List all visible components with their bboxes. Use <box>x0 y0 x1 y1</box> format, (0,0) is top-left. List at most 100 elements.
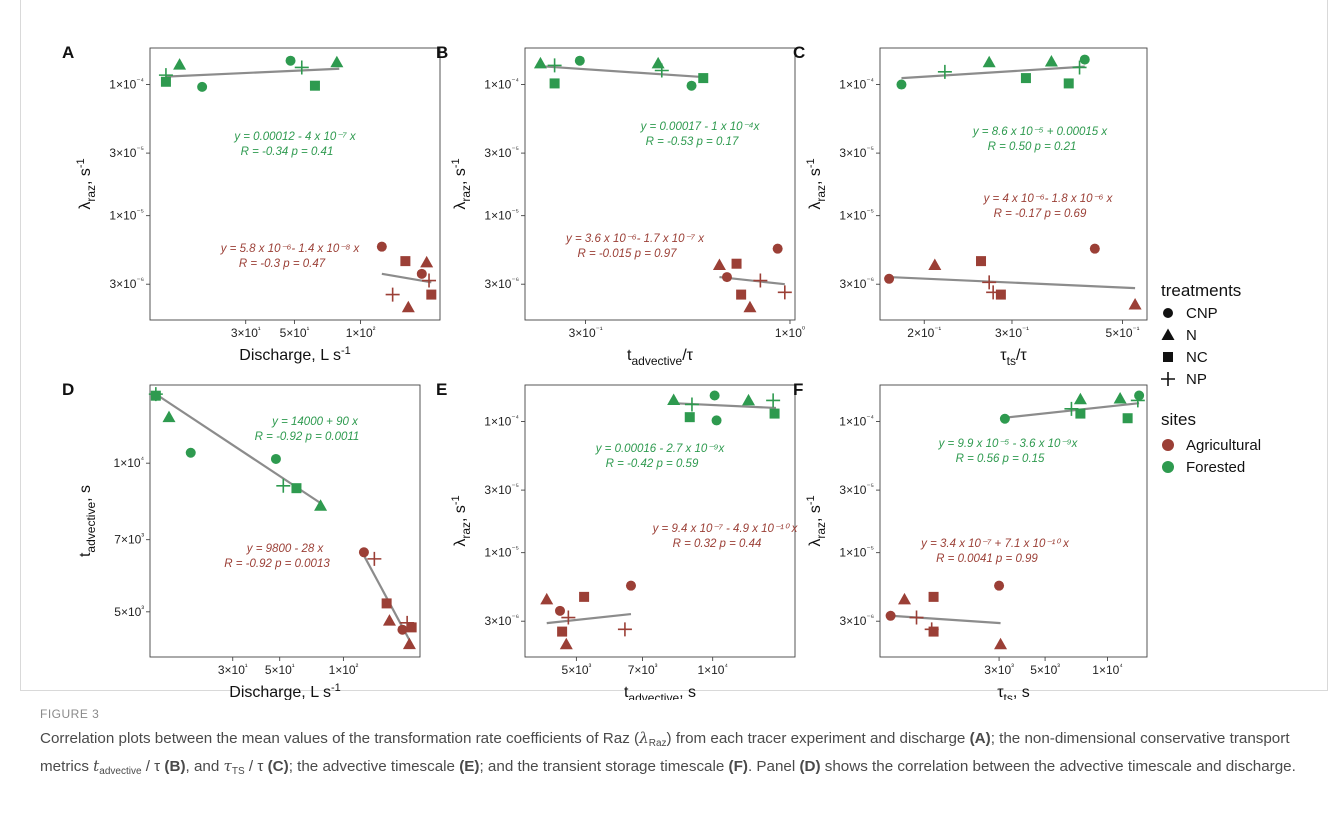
data-point <box>928 258 942 271</box>
y-tick-label: 1×10⁻⁵ <box>109 208 144 223</box>
data-point <box>381 598 392 609</box>
y-tick-label: 1×10⁻⁴ <box>109 77 144 92</box>
data-point <box>554 605 565 616</box>
regression-stats: R = -0.92 p = 0.0013 <box>224 558 330 570</box>
panel-f: F 3×10³ 5×10³ 1×10⁴ 1×10⁻⁴ 3×10⁻⁵ 1×10⁻⁵ 3×10⁻⁶… <box>793 380 1148 700</box>
regression-equation: y = 5.8 x 10⁻⁶- 1.4 x 10⁻⁸ x <box>220 243 361 255</box>
data-point <box>367 551 382 566</box>
data-point <box>401 300 415 313</box>
data-point <box>557 626 568 637</box>
data-point <box>654 63 669 78</box>
data-point <box>358 547 369 558</box>
legend-label: N <box>1186 327 1197 344</box>
x-tick-label: 1×10⁰ <box>775 325 805 340</box>
x-tick-label: 5×10¹ <box>265 662 295 677</box>
legend-swatch-forested <box>1162 461 1174 473</box>
plot-area <box>879 47 1148 321</box>
data-point <box>173 58 187 70</box>
x-tick-label: 3×10³ <box>984 662 1014 677</box>
regression-equation: y = 8.6 x 10⁻⁵ + 0.00015 x <box>972 126 1109 138</box>
panel-c: C 2×10⁻¹ 3×10⁻¹ 5×10⁻¹ 1×10⁻⁴ 3×10⁻⁵ 1×10⁻⁵ 3×1… <box>793 43 1148 368</box>
data-point <box>994 637 1008 650</box>
y-tick-label: 3×10⁻⁶ <box>839 276 874 291</box>
data-point <box>309 80 320 91</box>
regression-stats: R = -0.53 p = 0.17 <box>646 136 739 148</box>
data-point <box>684 397 699 412</box>
data-point <box>1020 73 1031 84</box>
data-point <box>617 622 632 637</box>
fit-line-agricultural <box>890 614 1001 625</box>
data-point <box>420 255 434 268</box>
data-point <box>197 81 208 92</box>
regression-equation: y = 0.00017 - 1 x 10⁻⁴x <box>640 121 761 133</box>
y-tick-label: 1×10⁻⁵ <box>484 545 519 560</box>
data-point <box>1044 54 1058 67</box>
x-axis-label: Discharge, L s-1 <box>239 345 350 364</box>
data-point <box>667 393 681 405</box>
y-tick-label: 3×10⁻⁶ <box>484 276 519 291</box>
panel-letter: F <box>793 380 803 399</box>
panel-letter: E <box>436 380 447 399</box>
data-point <box>559 637 573 650</box>
regression-equation: y = 0.00016 - 2.7 x 10⁻⁹x <box>595 443 726 455</box>
data-point <box>884 273 895 284</box>
y-tick-label: 3×10⁻⁶ <box>109 276 144 291</box>
data-point <box>291 483 302 494</box>
x-tick-label: 1×10⁴ <box>697 662 728 677</box>
panel-letter: A <box>62 43 74 62</box>
y-axis-label: tadvective, s <box>77 485 98 557</box>
legend: treatments CNP N NC NP sites Agricultural Fores… <box>1161 281 1261 476</box>
legend-marker-n <box>1161 328 1175 340</box>
data-point <box>314 499 328 511</box>
data-point <box>698 73 709 84</box>
data-point <box>897 592 911 605</box>
regression-stats: R = -0.3 p = 0.47 <box>239 258 326 270</box>
data-point <box>574 55 585 66</box>
plot-area <box>149 47 441 321</box>
y-axis-label: λraz, s-1 <box>450 158 473 209</box>
y-tick-label: 3×10⁻⁶ <box>839 613 874 628</box>
y-tick-label: 1×10⁻⁴ <box>839 77 874 92</box>
y-axis-label: λraz, s-1 <box>805 495 828 546</box>
y-tick-label: 1×10⁻⁵ <box>839 208 874 223</box>
data-point <box>651 56 665 69</box>
y-tick-label: 1×10⁻⁴ <box>839 414 874 429</box>
data-point <box>426 289 437 300</box>
legend-marker-nc <box>1163 352 1173 362</box>
data-point <box>1075 408 1086 419</box>
y-tick-label: 1×10⁴ <box>114 455 145 470</box>
x-tick-label: 3×10⁻¹ <box>995 325 1029 340</box>
data-point <box>712 258 726 271</box>
data-point <box>743 300 757 313</box>
data-point <box>561 610 576 625</box>
legend-treatments-title: treatments <box>1161 281 1241 300</box>
legend-marker-np <box>1161 372 1175 386</box>
panel-d: D 3×10¹ 5×10¹ 1×10² 1×10⁴ 7×10³ 5×10³ Discharge… <box>62 380 421 700</box>
legend-label: Forested <box>1186 459 1245 476</box>
y-tick-label: 3×10⁻⁵ <box>109 145 144 160</box>
y-tick-label: 3×10⁻⁵ <box>484 145 519 160</box>
y-tick-label: 1×10⁻⁵ <box>484 208 519 223</box>
legend-label: NP <box>1186 371 1207 388</box>
data-point <box>162 410 176 423</box>
y-tick-label: 3×10⁻⁶ <box>484 613 519 628</box>
data-point <box>928 591 939 602</box>
data-point <box>397 624 408 635</box>
data-point <box>549 78 560 89</box>
data-point <box>686 80 697 91</box>
data-point <box>406 622 417 633</box>
data-point <box>402 637 416 650</box>
y-axis-label: λraz, s-1 <box>805 158 828 209</box>
regression-stats: R = -0.015 p = 0.97 <box>577 248 677 260</box>
data-point <box>1134 390 1145 401</box>
data-point <box>294 60 309 75</box>
data-point <box>422 273 437 288</box>
x-tick-label: 5×10¹ <box>280 325 310 340</box>
y-tick-label: 7×10³ <box>114 532 144 547</box>
data-point <box>684 412 695 423</box>
data-point <box>276 478 291 493</box>
x-axis-label: τts/τ <box>1000 347 1027 368</box>
panel-letter: D <box>62 380 74 399</box>
x-tick-label: 1×10² <box>346 325 376 340</box>
data-point <box>270 453 281 464</box>
